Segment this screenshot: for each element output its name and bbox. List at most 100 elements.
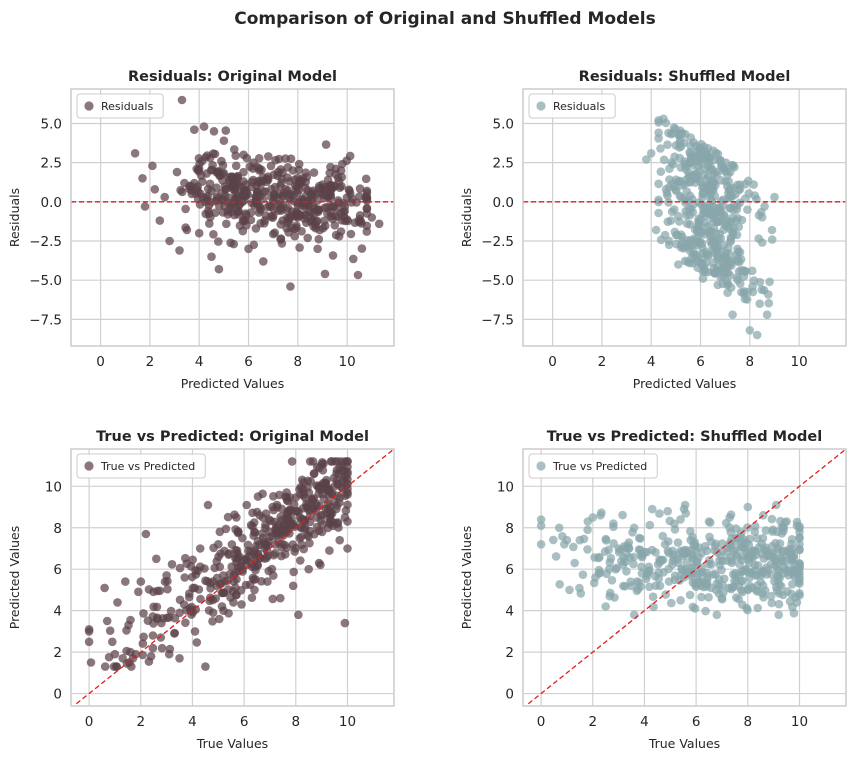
data-point <box>188 555 197 565</box>
data-point <box>601 536 611 545</box>
data-point <box>210 149 220 159</box>
data-point <box>309 469 319 479</box>
data-point <box>277 178 286 188</box>
data-point <box>551 552 561 561</box>
data-point <box>318 510 327 520</box>
legend-label: Residuals <box>553 100 605 113</box>
x-tick-label: 6 <box>696 354 705 370</box>
data-point <box>181 204 190 214</box>
data-point <box>704 517 714 526</box>
data-point <box>704 593 713 602</box>
axes-frame <box>70 448 395 707</box>
data-point <box>656 167 666 176</box>
data-point <box>308 457 318 466</box>
data-point <box>355 184 365 193</box>
data-point <box>751 571 760 580</box>
data-point <box>138 174 147 183</box>
data-point <box>304 532 313 541</box>
data-point <box>626 577 635 586</box>
data-point <box>787 544 797 553</box>
data-point <box>647 504 657 514</box>
data-point <box>735 198 744 208</box>
data-point <box>288 166 298 175</box>
data-point <box>175 654 184 663</box>
data-point <box>692 557 702 566</box>
y-tick-label: −7.5 <box>481 312 514 328</box>
panel-tvp-orig: 0 2 4 6 8 10 0 2 4 6 8 10 True vs Predicted: Origina… <box>7 429 395 751</box>
data-point <box>200 197 210 207</box>
data-point <box>708 165 718 175</box>
data-point <box>340 513 350 522</box>
data-point <box>651 225 661 235</box>
x-axis-label: True Values <box>648 736 720 751</box>
data-point <box>647 545 657 555</box>
data-point <box>684 168 693 177</box>
x-tick-label: 0 <box>537 714 546 730</box>
data-point <box>195 544 205 553</box>
data-point <box>170 613 180 623</box>
data-point <box>789 608 799 618</box>
data-point <box>185 589 194 598</box>
data-point <box>192 638 202 647</box>
data-point <box>614 544 623 553</box>
data-point <box>102 616 112 626</box>
data-point <box>605 564 614 574</box>
data-point <box>664 577 674 586</box>
data-point <box>202 169 211 178</box>
data-point <box>759 593 768 602</box>
data-point <box>716 233 726 243</box>
data-point <box>703 172 713 181</box>
data-point <box>676 515 685 524</box>
data-point <box>779 569 788 578</box>
data-point <box>328 201 338 211</box>
data-point <box>775 580 784 590</box>
data-point <box>617 556 626 566</box>
data-point <box>287 514 296 523</box>
data-point <box>745 326 755 335</box>
legend: True vs Predicted <box>76 453 206 479</box>
data-point <box>238 226 248 236</box>
data-point <box>619 581 628 591</box>
data-point <box>155 216 165 225</box>
data-point <box>234 206 243 216</box>
data-point <box>729 546 738 556</box>
x-tick-label: 2 <box>146 354 155 370</box>
panel-title: Residuals: Shuffled Model <box>579 69 791 85</box>
data-point <box>772 527 782 537</box>
data-point <box>536 515 546 524</box>
data-point <box>340 618 350 628</box>
data-point <box>220 191 230 201</box>
data-point <box>782 517 791 526</box>
data-point <box>716 176 726 185</box>
legend-label: True vs Predicted <box>100 460 195 473</box>
data-point <box>118 654 127 663</box>
data-point <box>323 175 333 185</box>
data-point <box>335 535 345 545</box>
data-point <box>664 537 673 546</box>
data-point <box>157 618 166 628</box>
data-point <box>611 565 620 574</box>
data-point <box>682 558 692 567</box>
data-point <box>645 582 654 592</box>
data-point <box>696 237 705 246</box>
data-point <box>268 532 278 541</box>
data-point <box>720 221 730 230</box>
data-point <box>733 533 742 543</box>
data-point <box>792 598 802 607</box>
data-point <box>314 234 324 244</box>
data-point <box>277 515 287 525</box>
data-point <box>724 177 733 186</box>
data-point <box>746 548 756 557</box>
data-point <box>339 199 348 208</box>
data-point <box>270 548 280 558</box>
data-point <box>731 569 740 578</box>
data-point <box>738 576 748 586</box>
legend-marker <box>536 101 546 111</box>
data-point <box>689 540 698 549</box>
data-point <box>248 508 257 518</box>
data-point <box>197 156 207 166</box>
data-point <box>707 560 716 569</box>
x-tick-label: 10 <box>791 354 808 370</box>
data-point <box>717 593 727 603</box>
